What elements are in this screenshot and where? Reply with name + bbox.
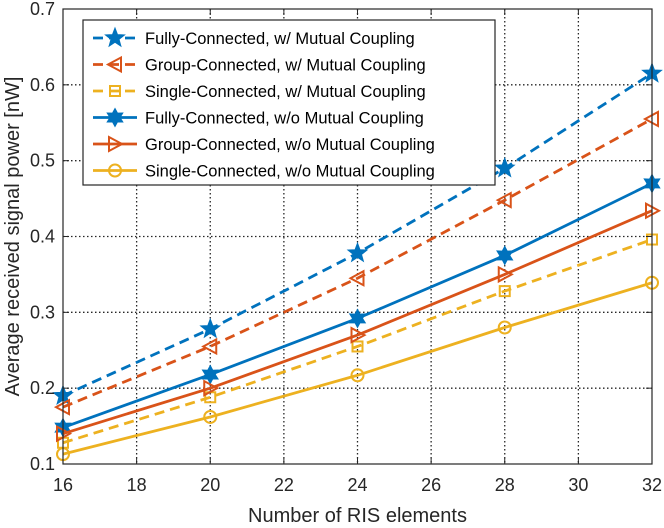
legend-item: Fully-Connected, w/o Mutual Coupling xyxy=(93,107,424,128)
data-point-marker xyxy=(109,85,121,97)
x-tick-label: 24 xyxy=(347,475,367,495)
axis-ticks: 16 18 20 22 24 26 28 30 32 0.1 0.2 0.3 0.4 0.5 0.6 0.7 xyxy=(30,0,662,495)
legend-label: Group-Connected, w/o Mutual Coupling xyxy=(145,136,435,154)
data-point-marker xyxy=(495,191,512,209)
x-tick-label: 20 xyxy=(200,475,220,495)
x-tick-label: 32 xyxy=(642,475,662,495)
data-point-marker xyxy=(203,379,220,397)
data-point-marker xyxy=(108,135,125,153)
y-tick-label: 0.6 xyxy=(30,75,55,95)
x-tick-label: 16 xyxy=(53,475,73,495)
legend-label: Group-Connected, w/ Mutual Coupling xyxy=(145,57,426,75)
y-tick-label: 0.1 xyxy=(30,454,55,474)
x-tick-label: 22 xyxy=(274,475,294,495)
data-point-marker xyxy=(496,245,514,266)
data-point-marker xyxy=(199,317,222,339)
y-tick-label: 0.4 xyxy=(30,227,55,247)
legend-item: Single-Connected, w/ Mutual Coupling xyxy=(93,83,426,101)
series-line xyxy=(62,209,653,436)
legend-item: Single-Connected, w/o Mutual Coupling xyxy=(93,163,435,181)
series-line xyxy=(62,238,653,445)
legend-item: Group-Connected, w/ Mutual Coupling xyxy=(93,55,426,75)
legend-item: Group-Connected, w/o Mutual Coupling xyxy=(93,135,435,154)
legend-label: Single-Connected, w/ Mutual Coupling xyxy=(145,83,426,101)
data-point-marker xyxy=(350,368,365,383)
x-tick-label: 30 xyxy=(568,475,588,495)
data-point-marker xyxy=(493,156,516,178)
series-line xyxy=(62,117,653,409)
legend-label: Fully-Connected, w/o Mutual Coupling xyxy=(145,110,424,128)
x-axis-label: Number of RIS elements xyxy=(248,505,467,527)
y-axis-label: Average received signal power [nW] xyxy=(2,77,24,397)
y-tick-label: 0.2 xyxy=(30,378,55,398)
y-tick-label: 0.5 xyxy=(30,151,55,171)
data-point-marker xyxy=(497,320,512,335)
y-tick-label: 0.3 xyxy=(30,302,55,322)
series-line xyxy=(62,281,653,456)
data-point-marker xyxy=(346,241,369,263)
data-point-marker xyxy=(348,308,367,329)
data-point-marker xyxy=(498,285,511,298)
x-tick-label: 26 xyxy=(421,475,441,495)
data-point-marker xyxy=(203,409,218,424)
data-point-marker xyxy=(348,269,365,287)
data-point-marker xyxy=(105,55,122,74)
data-point-marker xyxy=(201,337,218,356)
x-tick-label: 18 xyxy=(127,475,147,495)
x-tick-label: 28 xyxy=(495,475,515,495)
data-point-marker xyxy=(104,26,126,48)
data-point-marker xyxy=(350,326,367,344)
data-point-marker xyxy=(108,163,122,178)
data-point-marker xyxy=(497,265,514,284)
y-tick-label: 0.7 xyxy=(30,0,55,19)
data-point-marker xyxy=(351,340,364,353)
legend-item: Fully-Connected, w/ Mutual Coupling xyxy=(93,26,415,48)
legend: Fully-Connected, w/ Mutual Coupling Group… xyxy=(82,19,496,186)
legend-label: Fully-Connected, w/ Mutual Coupling xyxy=(145,30,415,48)
legend-box xyxy=(82,19,496,186)
data-point-marker xyxy=(106,107,124,128)
legend-label: Single-Connected, w/o Mutual Coupling xyxy=(145,163,435,181)
